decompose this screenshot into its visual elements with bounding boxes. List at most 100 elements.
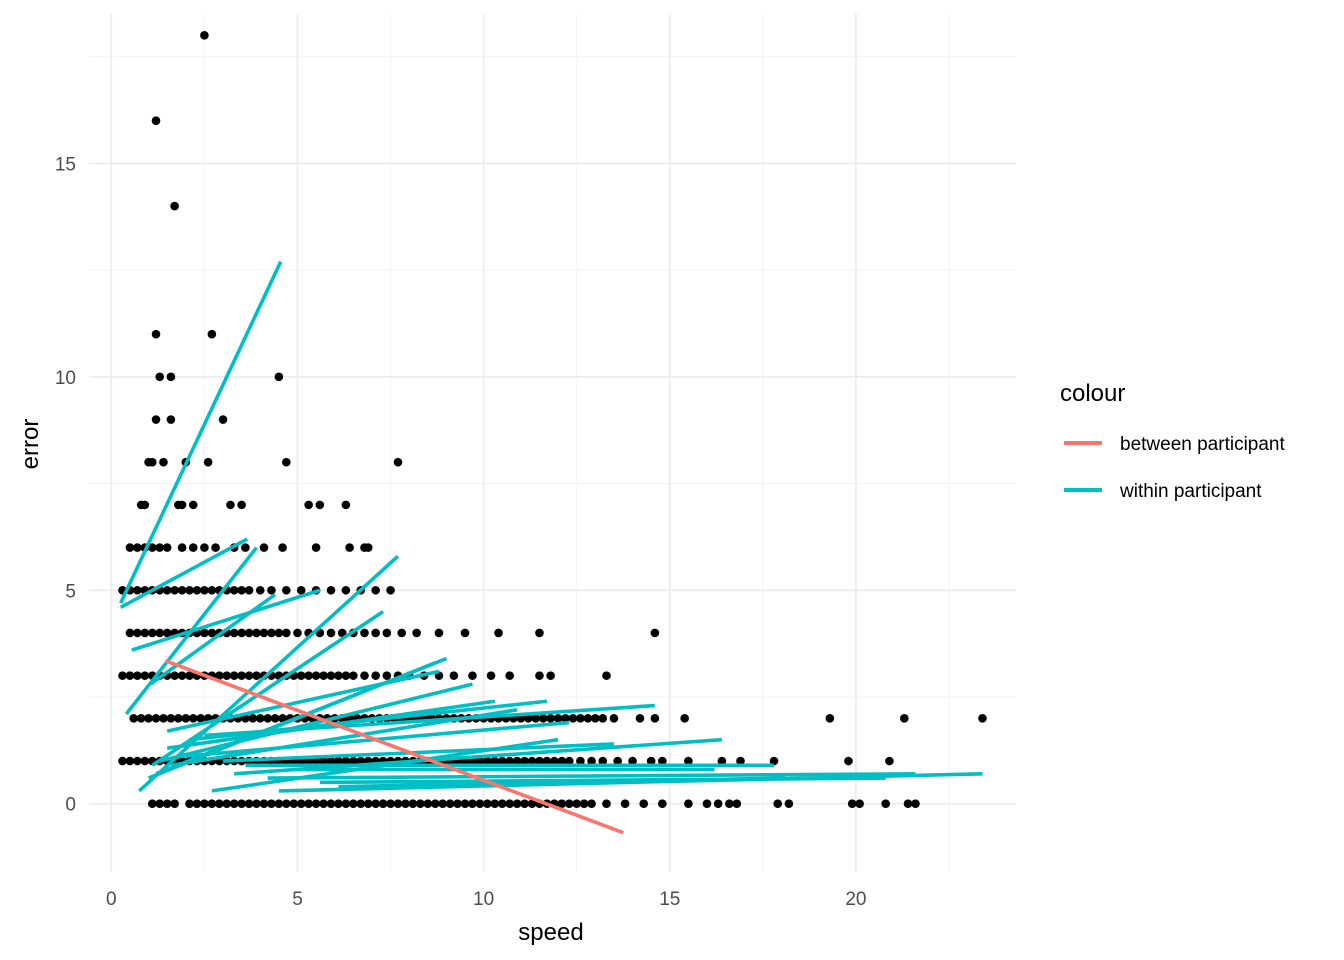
data-point xyxy=(147,457,157,467)
data-point xyxy=(237,671,246,680)
data-point xyxy=(680,714,689,723)
data-point xyxy=(505,799,514,809)
data-point xyxy=(393,799,403,809)
data-point xyxy=(531,714,541,723)
data-point xyxy=(315,500,325,510)
data-point xyxy=(587,799,596,809)
line-within-participant xyxy=(119,260,283,604)
line-within-participant xyxy=(138,554,400,793)
data-point xyxy=(527,756,537,766)
data-point xyxy=(401,799,410,809)
data-point xyxy=(229,628,239,638)
data-point xyxy=(319,799,328,809)
data-point xyxy=(486,671,496,680)
data-point xyxy=(497,756,507,766)
data-point xyxy=(349,671,358,680)
data-point xyxy=(360,628,369,638)
data-point xyxy=(460,799,470,809)
data-point xyxy=(382,628,392,638)
data-point xyxy=(263,714,272,723)
data-point xyxy=(304,799,313,809)
data-point xyxy=(155,372,165,382)
data-point xyxy=(166,415,176,424)
data-point xyxy=(702,799,712,809)
data-point xyxy=(211,543,220,552)
data-point xyxy=(646,756,656,766)
data-point xyxy=(639,799,649,809)
data-point xyxy=(769,756,779,766)
data-point xyxy=(524,714,533,723)
data-point xyxy=(177,671,187,680)
data-point xyxy=(900,714,909,723)
line-between-participant xyxy=(164,659,624,835)
data-point xyxy=(196,714,205,723)
x-tick-label: 0 xyxy=(106,889,117,910)
data-point xyxy=(147,543,157,552)
data-point xyxy=(445,799,455,809)
data-point xyxy=(557,756,567,766)
data-point xyxy=(520,799,529,809)
data-point xyxy=(133,585,142,595)
data-point xyxy=(505,671,514,680)
data-point xyxy=(200,31,209,40)
data-point xyxy=(587,756,596,766)
data-point xyxy=(170,671,179,680)
line-within-participant xyxy=(222,742,615,763)
line-within-participant xyxy=(119,537,249,609)
data-point xyxy=(259,543,269,552)
data-point xyxy=(591,714,600,723)
data-point xyxy=(282,585,291,595)
line-within-participant xyxy=(159,682,473,763)
data-point xyxy=(371,671,380,680)
data-point xyxy=(267,585,276,595)
data-point xyxy=(296,799,306,809)
data-point xyxy=(334,756,343,766)
data-point xyxy=(371,799,380,809)
data-point xyxy=(911,799,920,809)
data-point xyxy=(460,628,470,638)
y-tick-label: 0 xyxy=(65,795,76,816)
data-point xyxy=(293,628,302,638)
data-point xyxy=(244,585,254,595)
data-point xyxy=(226,500,235,510)
data-point xyxy=(635,714,645,723)
data-point xyxy=(215,671,224,680)
data-point xyxy=(151,415,161,424)
x-axis-ticks: 0 5 10 15 20 xyxy=(106,889,866,910)
data-point xyxy=(855,799,864,809)
data-point xyxy=(561,714,570,723)
line-within-participant xyxy=(166,669,440,733)
data-point xyxy=(903,799,913,809)
data-point xyxy=(326,628,336,638)
x-tick-label: 5 xyxy=(292,889,303,910)
data-point xyxy=(527,799,537,809)
data-point xyxy=(371,628,380,638)
data-point xyxy=(713,799,723,809)
data-point xyxy=(188,714,198,723)
data-point xyxy=(229,799,239,809)
data-point xyxy=(382,671,392,680)
data-point xyxy=(278,543,287,552)
data-point xyxy=(155,799,165,809)
data-point xyxy=(140,756,150,766)
data-point xyxy=(430,799,440,809)
data-point xyxy=(378,799,388,809)
data-point xyxy=(267,799,276,809)
data-point xyxy=(151,116,161,126)
data-point xyxy=(222,671,232,680)
data-point xyxy=(773,799,783,809)
x-tick-label: 10 xyxy=(473,889,494,910)
data-point xyxy=(568,714,578,723)
data-point xyxy=(222,799,232,809)
line-within-participant xyxy=(338,776,786,789)
data-point xyxy=(133,543,142,552)
data-point xyxy=(844,756,853,766)
data-point xyxy=(363,543,373,552)
data-point xyxy=(125,756,135,766)
data-point xyxy=(475,756,485,766)
data-point xyxy=(341,756,351,766)
data-point xyxy=(200,543,209,552)
data-point xyxy=(490,756,500,766)
data-point xyxy=(304,671,313,680)
data-point xyxy=(684,756,693,766)
